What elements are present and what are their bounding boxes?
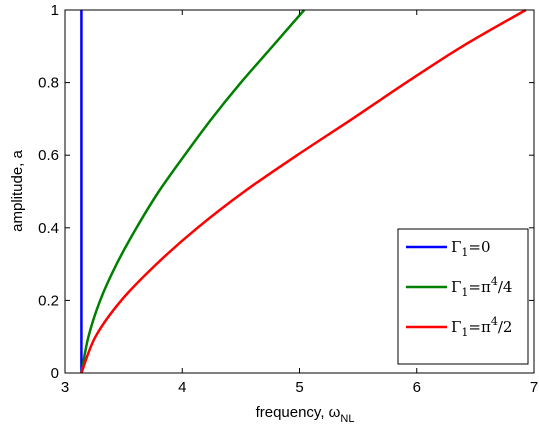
tick-layer: 3 4 5 6 7 0 0.2 0.4 0.6 0.8 1 bbox=[38, 2, 538, 396]
y-axis-label: amplitude, a bbox=[9, 149, 26, 231]
x-tick-label: 4 bbox=[178, 379, 186, 396]
legend-label-1-sub: 1 bbox=[461, 286, 468, 299]
legend-label-1-rest: =π bbox=[468, 278, 491, 296]
y-tick-label: 0 bbox=[51, 365, 59, 382]
legend-label-0-sub: 1 bbox=[461, 246, 468, 259]
series-line-2 bbox=[80, 8, 527, 374]
legend-label-2-main: Γ bbox=[451, 318, 461, 336]
x-axis-label-main: frequency, ω bbox=[256, 404, 341, 421]
x-tick-label: 7 bbox=[530, 379, 538, 396]
legend-label-1-sup: 4 bbox=[491, 275, 498, 288]
legend-box bbox=[397, 228, 529, 365]
legend-label-0: Γ1=0 bbox=[451, 238, 491, 259]
legend-label-2-rest: =π bbox=[468, 318, 491, 336]
series-layer bbox=[80, 8, 527, 374]
x-axis-label-sub: NL bbox=[340, 413, 354, 425]
legend-label-1-tail: /4 bbox=[498, 278, 513, 296]
series-line-1 bbox=[80, 9, 306, 374]
x-tick-label: 6 bbox=[413, 379, 421, 396]
legend-label-2-sub: 1 bbox=[461, 326, 468, 339]
legend-label-2-sup: 4 bbox=[491, 315, 498, 328]
legend-label-2: Γ1=π4/2 bbox=[451, 315, 512, 339]
y-tick-label: 0.2 bbox=[38, 292, 59, 309]
y-tick-label: 1 bbox=[51, 2, 59, 19]
legend-label-0-rest: =0 bbox=[468, 238, 490, 256]
y-tick-label: 0.8 bbox=[38, 75, 59, 92]
x-axis-label: frequency, ωNL bbox=[256, 404, 355, 425]
x-tick-label: 5 bbox=[295, 379, 303, 396]
y-tick-label: 0.6 bbox=[38, 147, 59, 164]
legend-label-0-main: Γ bbox=[451, 238, 461, 256]
legend: Γ1=0 Γ1=π4/4 Γ1=π4/2 bbox=[397, 228, 529, 365]
legend-label-1: Γ1=π4/4 bbox=[451, 275, 512, 299]
legend-label-1-main: Γ bbox=[451, 278, 461, 296]
y-tick-label: 0.4 bbox=[38, 220, 59, 237]
legend-label-2-tail: /2 bbox=[498, 318, 513, 336]
x-tick-label: 3 bbox=[61, 379, 69, 396]
